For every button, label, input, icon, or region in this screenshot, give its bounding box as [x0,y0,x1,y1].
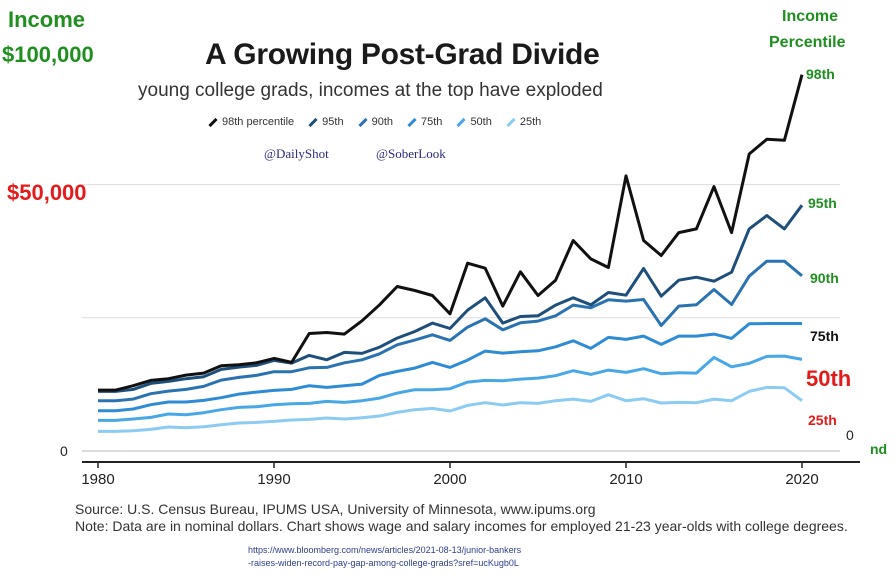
end-label-25th: 25th [808,412,837,428]
handle-dailyshot: @DailyShot [264,146,329,161]
series-line-25th [98,385,803,433]
legend-swatch [407,117,417,127]
legend-label: 95th [322,116,344,128]
x-tick-label: 1990 [257,471,290,488]
series-line-75th [98,322,802,413]
x-tick-label: 2000 [433,471,466,488]
chart-title: A Growing Post-Grad Divide [205,38,600,71]
right-income-label: Income [782,8,839,25]
url-line-1: https://www.bloomberg.com/news/articles/… [248,545,522,555]
right-percentile-label: Percentile [769,34,846,51]
income-50k-label: $50,000 [7,180,87,205]
legend-swatch [357,117,368,127]
right-nd-label: nd [870,441,888,457]
handle-soberlook: @SoberLook [376,146,446,161]
legend-swatch [456,117,467,127]
legend-item: 25th [506,116,541,128]
legend-label: 98th percentile [222,116,295,128]
series-line-50th [98,354,803,422]
source-text: Source: U.S. Census Bureau, IPUMS USA, U… [75,501,596,517]
x-tick-label: 2020 [785,471,818,488]
note-text: Note: Data are in nominal dollars. Chart… [75,518,848,534]
end-label-75th: 75th [810,328,839,344]
legend-swatch [308,117,318,127]
legend-label: 90th [371,116,394,128]
y-zero-label: 0 [60,443,68,459]
income-100k-label: $100,000 [2,42,94,67]
legend-item: 90th [357,116,394,128]
url-line-2: -raises-widen-record-pay-gap-among-colle… [248,558,519,568]
legend-item: 98th percentile [208,116,294,128]
series-line-95th [98,204,804,393]
series-lines [98,74,804,433]
right-zero-label: 0 [846,427,854,443]
end-label-98th: 98th [806,66,835,82]
legend-item: 75th [407,116,442,128]
legend-item: 95th [308,116,344,128]
legend-item: 50th [456,116,492,128]
end-label-95th: 95th [808,195,837,211]
source-note: Source: U.S. Census Bureau, IPUMS USA, U… [75,501,875,535]
legend-label: 25th [519,116,542,128]
series-line-90th [98,259,803,403]
legend-swatch [506,117,516,127]
legend-swatch [208,117,218,127]
legend-label: 75th [421,116,443,128]
legend: 98th percentile 95th 90th 75th 50th 25th [208,116,541,128]
series-line-98th [98,74,804,392]
legend-label: 50th [470,116,492,128]
x-tick-label: 1980 [81,471,114,488]
end-label-50th: 50th [806,366,852,391]
chart-subtitle: young college grads, incomes at the top … [138,80,603,101]
income-label: Income [8,7,86,32]
x-axis: 1980 1990 2000 2010 2020 [81,461,860,488]
end-label-90th: 90th [810,270,839,286]
x-tick-label: 2010 [609,471,642,488]
